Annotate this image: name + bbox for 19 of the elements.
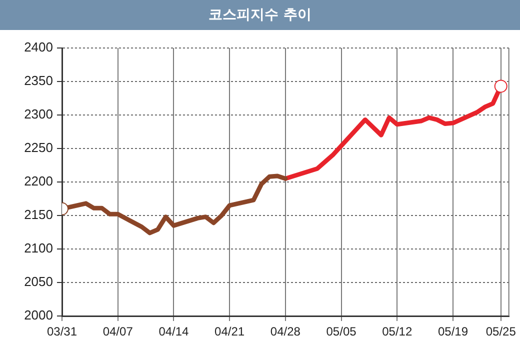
x-tick-label: 05/05 — [326, 324, 357, 339]
y-tick-label: 2100 — [24, 240, 53, 256]
x-tick-label: 05/19 — [438, 324, 468, 339]
x-tick-label: 05/12 — [382, 324, 412, 339]
x-tick-label: 03/31 — [46, 324, 78, 339]
x-tick-label: 04/21 — [214, 324, 245, 339]
y-tick-label: 2250 — [24, 140, 53, 156]
y-tick-label: 2300 — [24, 106, 53, 122]
chart-title: 코스피지수 추이 — [208, 7, 312, 23]
x-tick-label: 05/25 — [486, 324, 516, 339]
x-tick-label: 04/28 — [270, 324, 301, 339]
x-tick-label: 04/14 — [158, 324, 190, 339]
y-tick-label: 2200 — [24, 174, 53, 189]
y-tick-label: 2350 — [24, 73, 53, 88]
y-tick-label: 2050 — [24, 274, 53, 290]
y-tick-label: 2150 — [24, 207, 53, 222]
y-tick-label: 2400 — [24, 40, 53, 55]
x-tick-label: 04/07 — [102, 324, 134, 339]
y-tick-label: 2000 — [24, 308, 53, 323]
